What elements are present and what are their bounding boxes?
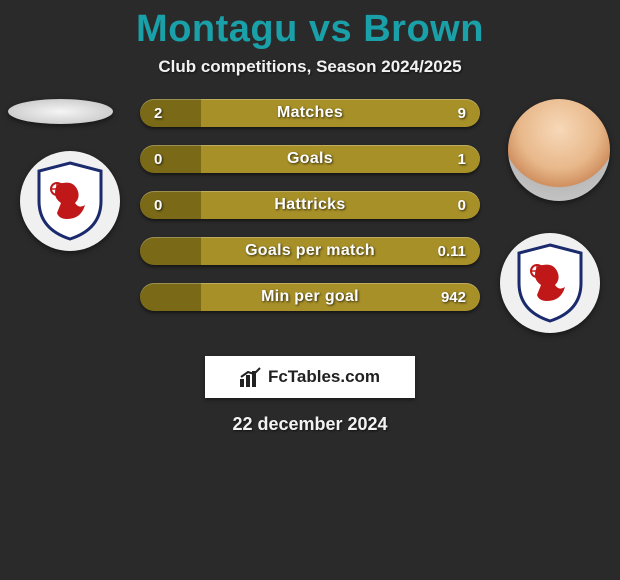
crest-icon — [35, 161, 105, 241]
stat-label: Matches — [140, 104, 480, 122]
footer-brand: FcTables.com — [205, 356, 415, 398]
stat-right-value: 1 — [458, 151, 466, 168]
stat-label: Goals — [140, 150, 480, 168]
stat-right-value: 0 — [458, 197, 466, 214]
stat-label: Min per goal — [140, 288, 480, 306]
stat-bar: Min per goal942 — [140, 283, 480, 311]
player1-avatar — [8, 99, 113, 124]
snapshot-date: 22 december 2024 — [0, 414, 620, 435]
stat-left-value: 0 — [154, 151, 162, 168]
stat-right-value: 0.11 — [438, 243, 466, 260]
player1-club-crest — [20, 151, 120, 251]
footer-brand-text: FcTables.com — [268, 367, 380, 387]
stat-bar: 0Goals1 — [140, 145, 480, 173]
stat-right-value: 9 — [458, 105, 466, 122]
comparison-title: Montagu vs Brown — [0, 0, 620, 51]
stat-bar: 2Matches9 — [140, 99, 480, 127]
crest-icon — [515, 243, 585, 323]
comparison-subtitle: Club competitions, Season 2024/2025 — [0, 57, 620, 77]
stat-bar: 0Hattricks0 — [140, 191, 480, 219]
chart-icon — [240, 367, 262, 387]
stat-bar: Goals per match0.11 — [140, 237, 480, 265]
player2-club-crest — [500, 233, 600, 333]
stat-left-value: 0 — [154, 197, 162, 214]
stat-bars: 2Matches90Goals10Hattricks0Goals per mat… — [140, 99, 480, 329]
stat-label: Hattricks — [140, 196, 480, 214]
stat-label: Goals per match — [140, 242, 480, 260]
stat-right-value: 942 — [441, 289, 466, 306]
stat-left-value: 2 — [154, 105, 162, 122]
player2-avatar — [508, 99, 610, 201]
